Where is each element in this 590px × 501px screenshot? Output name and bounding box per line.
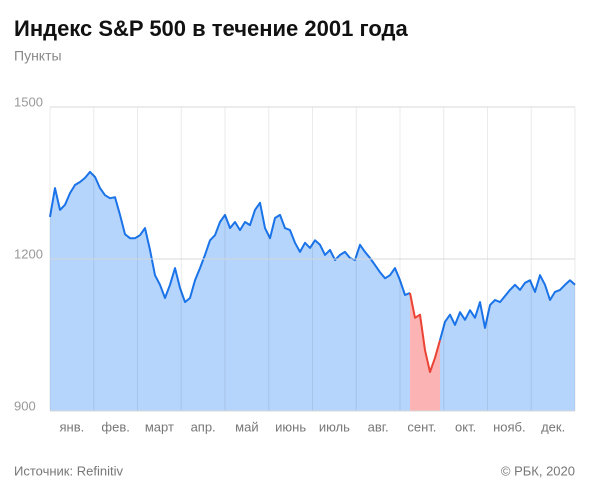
area-fill bbox=[440, 275, 575, 411]
area-fill bbox=[50, 171, 410, 411]
line bbox=[439, 274, 576, 341]
x-tick-label: апр. bbox=[191, 419, 216, 434]
source: Источник: Refinitiv bbox=[14, 463, 123, 478]
x-tick-label: май bbox=[235, 419, 258, 434]
line bbox=[49, 170, 411, 304]
chart-title: Индекс S&P 500 в течение 2001 года bbox=[14, 16, 408, 41]
x-tick-label: март bbox=[145, 419, 174, 434]
x-tick-label: июль bbox=[319, 419, 350, 434]
x-tick-label: авг. bbox=[368, 419, 389, 434]
line bbox=[409, 292, 441, 373]
x-tick-label: дек. bbox=[541, 419, 565, 434]
x-tick-label: июнь bbox=[275, 419, 306, 434]
y-tick-label: 1500 bbox=[14, 94, 43, 109]
x-tick-label: нояб. bbox=[493, 419, 526, 434]
x-tick-label: сент. bbox=[407, 419, 436, 434]
x-tick-label: фев. bbox=[101, 419, 129, 434]
copyright: © РБК, 2020 bbox=[501, 463, 575, 478]
x-tick-label: янв. bbox=[60, 419, 85, 434]
y-tick-label: 1200 bbox=[14, 246, 43, 261]
x-tick-label: окт. bbox=[455, 419, 476, 434]
chart-subtitle: Пункты bbox=[14, 48, 62, 64]
y-tick-label: 900 bbox=[14, 398, 36, 413]
